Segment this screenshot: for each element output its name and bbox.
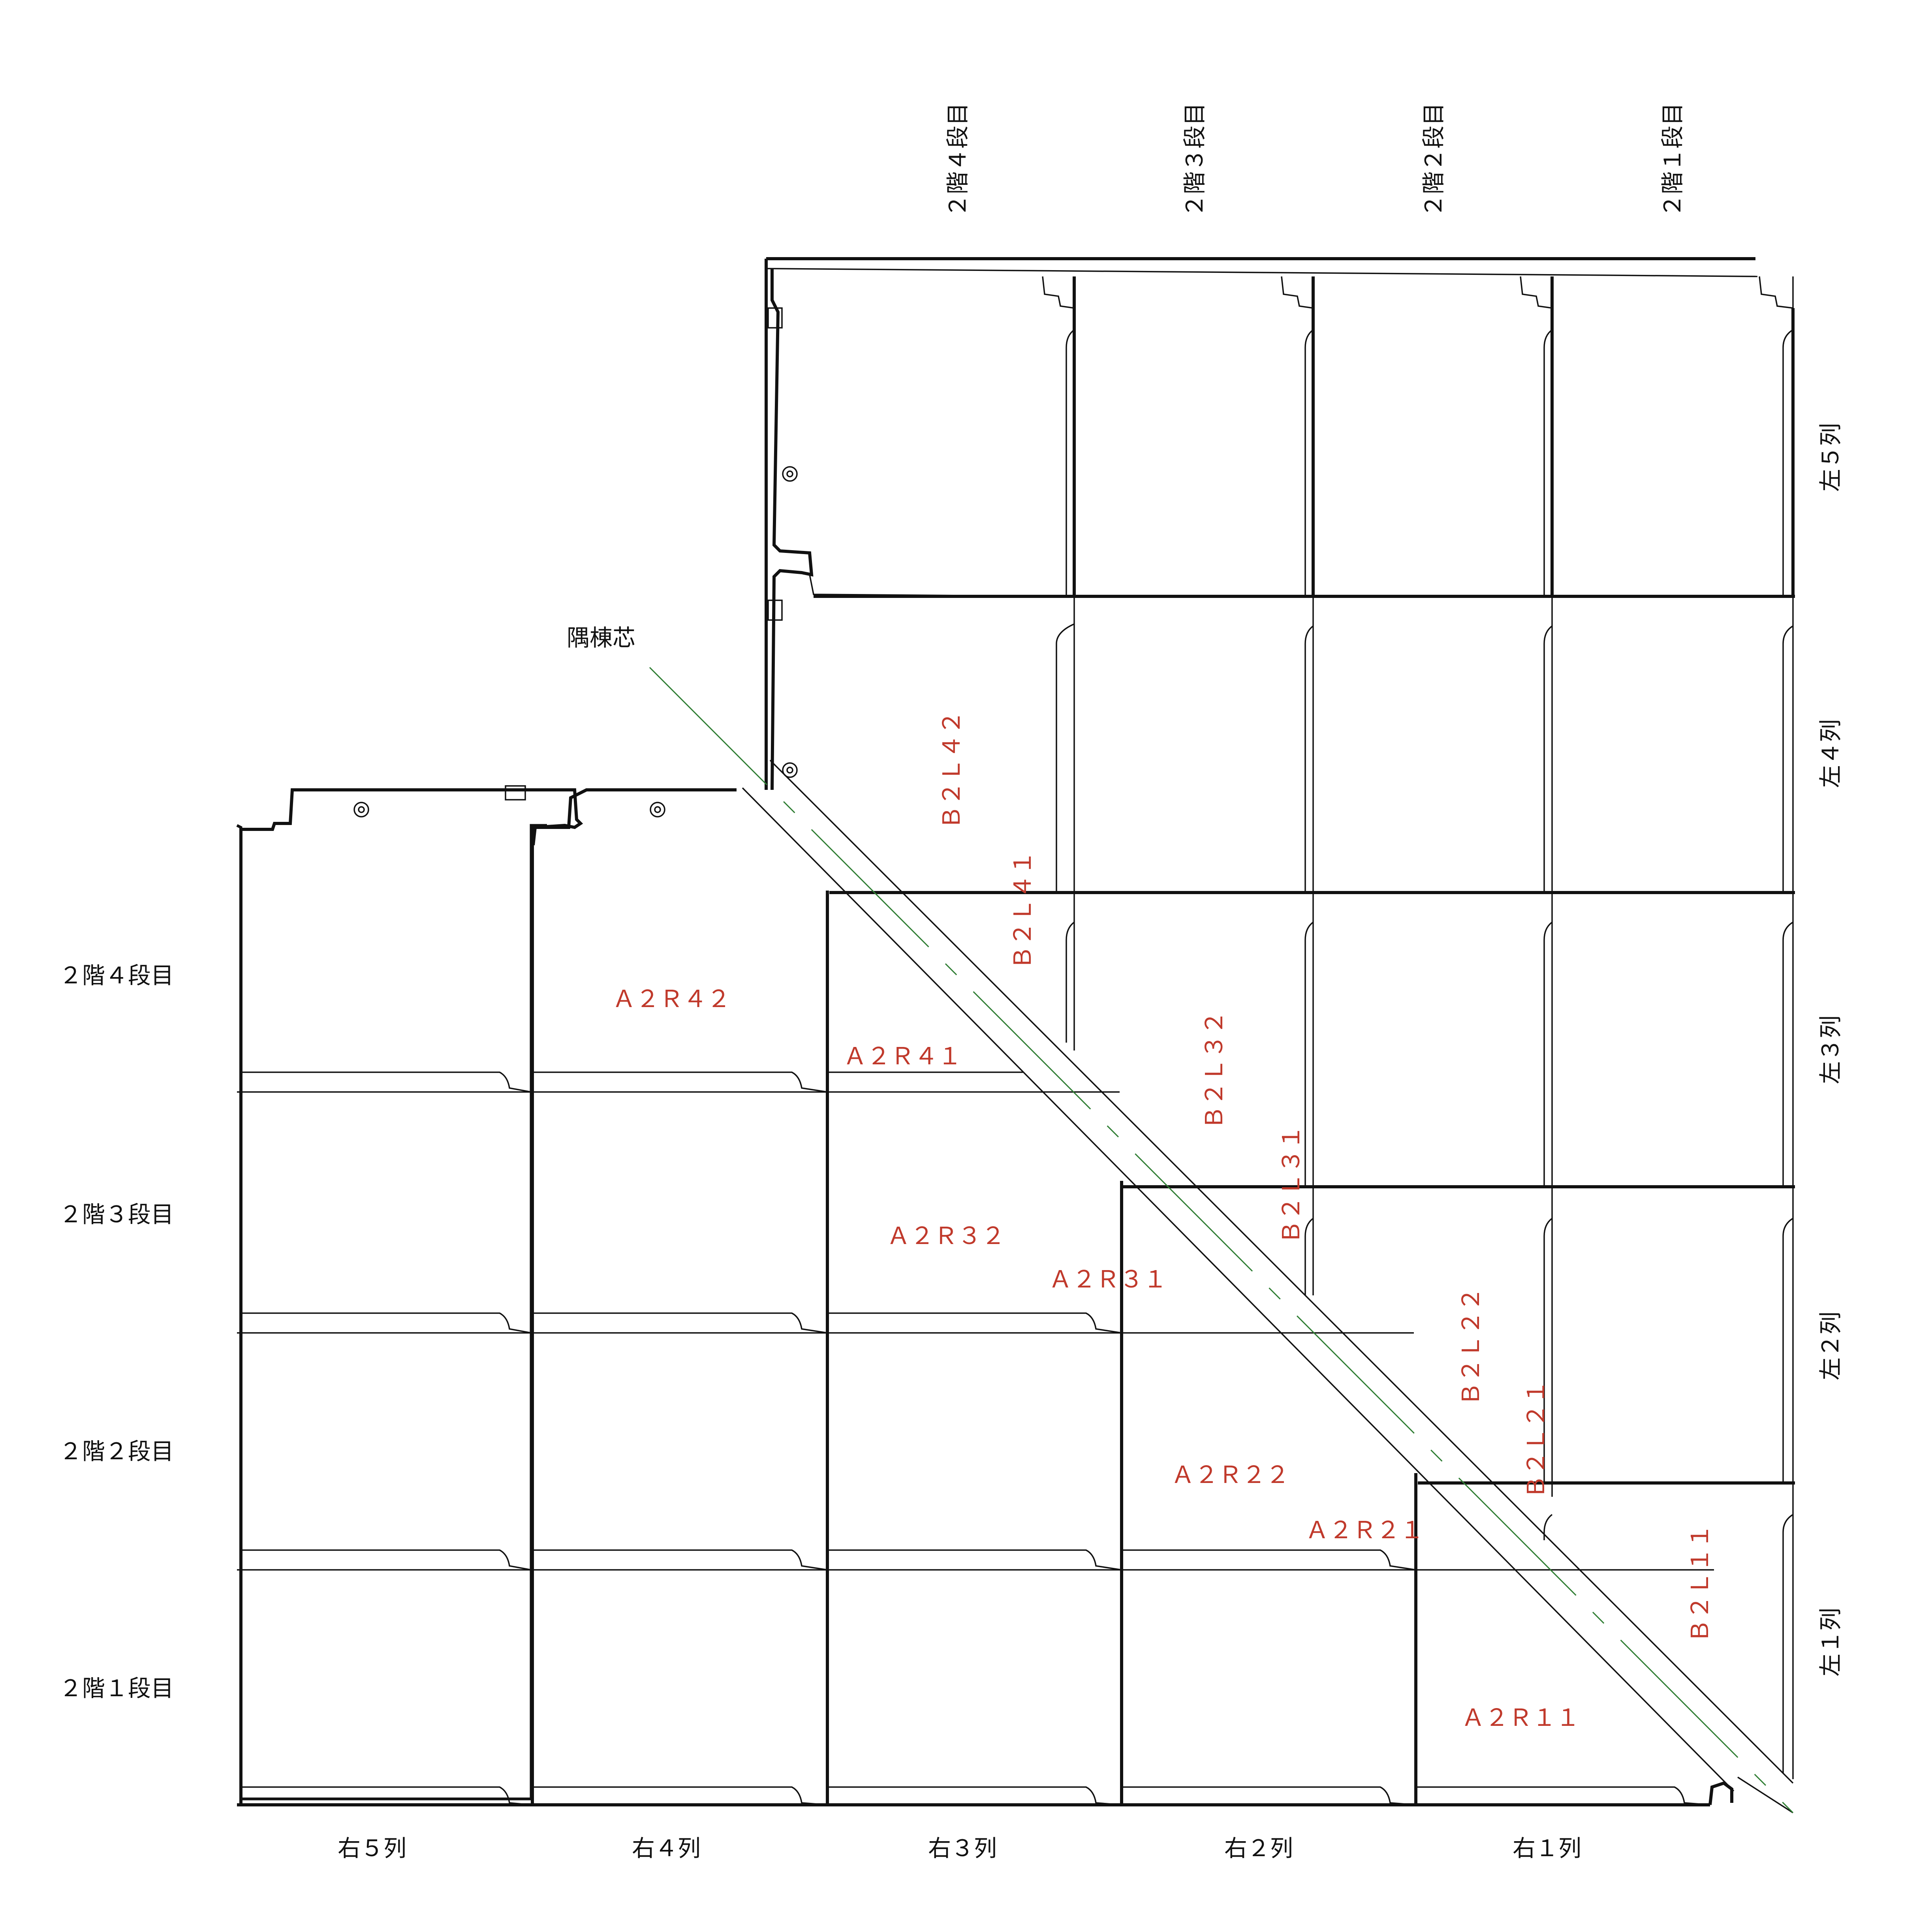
course-label-3: ２階３段目 [1181,103,1208,217]
row-label-course2: ２階２段目 [59,1438,174,1465]
nail-hole [353,802,369,818]
tile-right5-row4 [236,824,547,1800]
ridge-label: 隅棟芯 [567,624,635,651]
tile-label-a2r21: Ａ２Ｒ２１ [1305,1517,1424,1544]
tile-label-a2r11: Ａ２Ｒ１１ [1461,1704,1580,1732]
tile-label-b2l31: Ｂ２Ｌ３１ [1278,1126,1305,1244]
clip-box [505,785,526,801]
tile-label-b2l22: Ｂ２Ｌ２２ [1457,1287,1485,1406]
row-label-left4: 左４列 [1817,719,1844,788]
row-label-left1: 左１列 [1817,1608,1844,1676]
ridge-center-line [649,667,1794,1814]
tile-label-a2r31: Ａ２Ｒ３１ [1049,1266,1167,1293]
nail-hole [782,466,798,482]
tile-label-b2l11: Ｂ２Ｌ１１ [1686,1524,1714,1643]
ridge-edge-line [1737,1776,1793,1814]
row-label-course4: ２階４段目 [59,962,174,989]
right-block-top-outline [535,788,737,829]
right-block-grid [236,785,1733,1806]
nail-hole [786,767,793,774]
ridge-edge-line [769,759,1794,1784]
row-label-left2: 左２列 [1817,1312,1844,1380]
nail-hole [650,802,665,818]
left-block-grid [765,257,1795,1779]
right-block-top-outline [239,788,583,846]
ridge-edge-line [742,787,1735,1792]
clip-box [767,600,783,621]
course-label-4: ２階４段目 [944,103,971,217]
tile-label-a2r32: Ａ２Ｒ３２ [887,1222,1005,1250]
left-row-labels: 左５列 左４列 左３列 左２列 左１列 [1817,423,1844,1676]
top-frame-inner [766,268,1758,277]
tile-label-a2r22: Ａ２Ｒ２２ [1171,1461,1289,1489]
tile-label-b2l21: Ｂ２Ｌ２１ [1522,1380,1550,1499]
b-tile-labels: Ｂ２Ｌ４２ Ｂ２Ｌ４１ Ｂ２Ｌ３２ Ｂ２Ｌ３１ Ｂ２Ｌ２２ Ｂ２Ｌ２１ Ｂ２Ｌ１… [938,711,1714,1643]
hip-ridge [649,667,1794,1814]
corner-hook [1708,1781,1733,1805]
row-label-left5: 左５列 [1817,423,1844,492]
row-label-course3: ２階３段目 [59,1201,174,1228]
clip-box [767,307,783,329]
tile-label-a2r42: Ａ２Ｒ４２ [612,985,731,1013]
nail-hole [358,806,365,813]
column-label-right1: 右１列 [1513,1835,1581,1862]
row-label-course1: ２階１段目 [59,1675,174,1702]
left-column-labels: ２階４段目 ２階３段目 ２階２段目 ２階１段目 [944,103,1686,217]
tile-label-b2l42: Ｂ２Ｌ４２ [938,711,966,829]
course-label-2: ２階２段目 [1420,103,1447,217]
left-block-left-outline [765,259,814,790]
row-label-left3: 左３列 [1817,1015,1844,1084]
right-row-labels: ２階４段目 ２階３段目 ２階２段目 ２階１段目 [59,962,174,1702]
course-label-1: ２階１段目 [1659,103,1686,217]
column-label-right5: 右５列 [338,1835,406,1862]
right-column-labels: 右５列 右４列 右３列 右２列 右１列 [338,1835,1581,1862]
nail-hole [786,470,793,477]
tile-label-b2l41: Ｂ２Ｌ４１ [1009,851,1037,970]
nail-hole [654,806,661,813]
left-block-left-outline [809,574,1067,597]
column-label-right2: 右２列 [1224,1835,1293,1862]
tile-label-b2l32: Ｂ２Ｌ３２ [1201,1011,1228,1130]
tile-label-a2r41: Ａ２Ｒ４１ [843,1043,962,1070]
a-tile-labels: Ａ２Ｒ４２ Ａ２Ｒ４１ Ａ２Ｒ３２ Ａ２Ｒ３１ Ａ２Ｒ２２ Ａ２Ｒ２１ Ａ２Ｒ１… [612,985,1580,1732]
course-grooves [1042,276,1793,1773]
column-label-right4: 右４列 [632,1835,701,1862]
nail-hole [782,762,798,778]
course-grooves [241,1071,1710,1806]
column-label-right3: 右３列 [928,1835,997,1862]
